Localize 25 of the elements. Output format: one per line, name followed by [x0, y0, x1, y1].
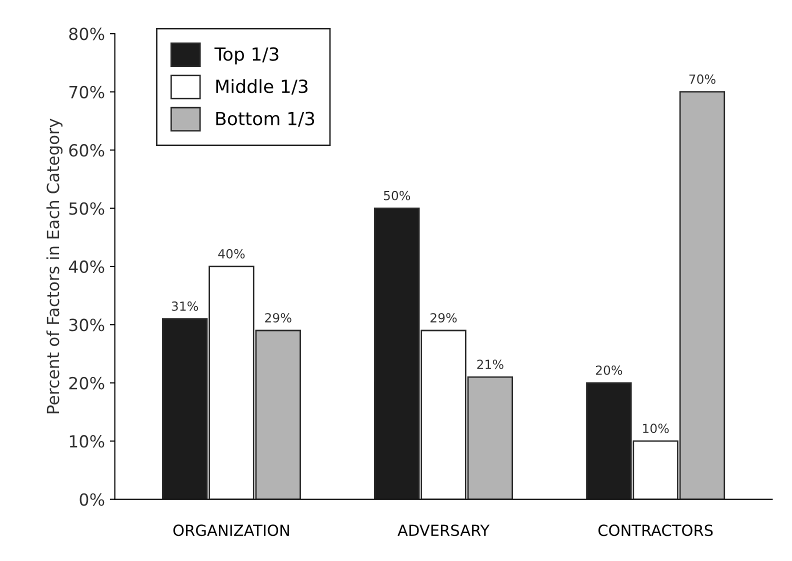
legend-label: Bottom 1/3 — [216, 112, 314, 127]
data-label: 70% — [689, 74, 716, 84]
x-tick-label: CONTRACTORS — [598, 524, 713, 536]
x-tick-label: ADVERSARY — [398, 524, 490, 536]
data-label: 31% — [172, 301, 198, 311]
y-tick-label: 20% — [69, 376, 104, 390]
y-tick-label: 80% — [69, 28, 104, 40]
y-tick-label: 70% — [69, 86, 104, 98]
y-tick-label: 0% — [80, 493, 104, 506]
data-label: 40% — [218, 249, 245, 258]
data-label: 10% — [643, 424, 669, 434]
legend-label: Middle 1/3 — [216, 79, 308, 95]
data-label: 50% — [384, 190, 410, 200]
y-tick-label: 60% — [69, 144, 104, 157]
data-label: 20% — [596, 365, 622, 375]
y-tick-label: 40% — [68, 260, 104, 274]
legend-label: Top 1/3 — [214, 47, 278, 64]
x-tick-label: ORGANIZATION — [173, 524, 289, 536]
y-tick-label: 30% — [69, 318, 104, 332]
data-label: 21% — [477, 360, 504, 370]
data-label: 29% — [265, 313, 292, 323]
y-tick-label: 10% — [70, 435, 104, 448]
y-axis-title: Percent of Factors in Each Category — [46, 118, 63, 414]
y-tick-label: 50% — [69, 202, 104, 215]
data-label: 29% — [430, 313, 457, 323]
